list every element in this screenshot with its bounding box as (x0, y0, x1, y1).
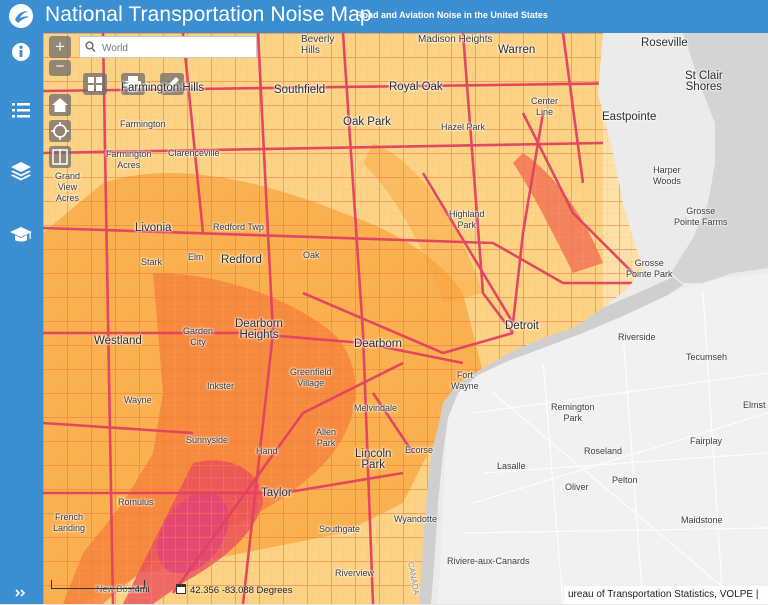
map-label: Madison Heights (418, 34, 493, 45)
basemap-gallery-icon[interactable] (83, 73, 107, 95)
map-label: Stark (141, 257, 163, 267)
search-box[interactable] (79, 36, 257, 58)
swipe-compare-icon[interactable] (49, 146, 71, 168)
map-label: Riverside (618, 332, 656, 342)
map-label: Elm (188, 252, 204, 262)
search-input[interactable] (100, 39, 254, 57)
map-label: Roseland (584, 446, 623, 456)
map-label: Westland (94, 335, 142, 347)
noise-map[interactable]: + − Beverly Hills Madison Heights Warren… (43, 33, 768, 604)
attribution: ureau of Transportation Statistics, VOLP… (564, 586, 768, 604)
app-title: National Transportation Noise Map (45, 3, 372, 26)
map-label: Oak Park (343, 116, 391, 128)
info-icon[interactable] (8, 39, 34, 65)
map-label: Hand (256, 446, 278, 456)
map-label: Roseville (641, 37, 688, 49)
map-label: Livonia (135, 222, 172, 234)
map-label: Grosse Pointe Farms (674, 206, 728, 227)
map-label: Pelton (612, 475, 638, 485)
print-icon[interactable] (121, 73, 145, 95)
map-label: Farmington (120, 119, 166, 129)
map-label: French Landing (53, 512, 86, 533)
map-label: Dearborn (354, 338, 402, 350)
map-label: Center Line (531, 96, 559, 117)
map-label: Fairplay (690, 436, 723, 446)
map-label: Sunnyside (186, 435, 229, 445)
scale-bar (51, 580, 145, 589)
map-label: Grosse Pointe Park (626, 258, 673, 279)
map-label: Riviere-aux-Canards (447, 556, 530, 566)
map-label: Clarenceville (168, 148, 220, 158)
map-label: Melvindale (354, 403, 398, 413)
map-label: Southfield (274, 84, 326, 96)
map-label: Ecorse (405, 445, 434, 455)
app-header: National Transportation Noise Map Road a… (0, 0, 768, 33)
zoom-in-button[interactable]: + (49, 36, 71, 58)
map-label: Highland Park (449, 209, 485, 230)
map-label: Redford (221, 254, 262, 266)
map-canvas (43, 33, 768, 604)
map-label: Maidstone (681, 515, 723, 525)
map-label: Romulus (118, 497, 154, 507)
map-label: Eastpointe (602, 111, 657, 123)
layers-icon[interactable] (8, 158, 34, 184)
legend-list-icon[interactable] (8, 97, 34, 123)
map-label: Detroit (505, 320, 539, 332)
map-label: Hazel Park (441, 122, 486, 132)
map-label: Farmington Hills (121, 82, 205, 94)
map-label: Wayne (124, 395, 152, 405)
map-label: Wyandotte (394, 514, 437, 524)
scale-label: 4mi (135, 584, 150, 594)
zoom-out-button[interactable]: − (49, 59, 71, 76)
map-label: Tecumseh (686, 352, 728, 362)
map-label: Inkster (207, 381, 235, 391)
map-label: Farmington Acres (106, 149, 152, 170)
map-label: New Boston (96, 584, 145, 594)
map-label: Warren (498, 44, 536, 56)
app-subtitle: Road and Aviation Noise in the United St… (356, 10, 548, 20)
map-label: Oak (303, 250, 320, 260)
map-label: Elmst (743, 400, 766, 410)
map-label: Remington Park (551, 402, 595, 423)
map-label: Southgate (319, 524, 361, 534)
locate-icon[interactable] (49, 120, 71, 142)
map-label: Lasalle (497, 461, 526, 471)
map-label: Redford Twp (213, 222, 264, 232)
map-label: Dearborn Heights (235, 318, 283, 341)
map-label: Lincoln Park (355, 448, 392, 471)
map-label: St Clair Shores (685, 70, 723, 93)
dot-logo-icon (9, 4, 33, 28)
map-label: Allen Park (316, 427, 337, 448)
draw-pencil-icon[interactable] (160, 73, 184, 95)
expand-chevrons-icon[interactable] (8, 586, 34, 600)
map-label: Fort Wayne (451, 370, 479, 391)
map-label: Riverview (335, 568, 375, 578)
education-cap-icon[interactable] (8, 221, 34, 247)
map-label: Garden City (183, 326, 214, 347)
home-icon[interactable] (49, 94, 71, 116)
map-label: Beverly Hills (301, 34, 335, 56)
map-label: Greenfield Village (290, 367, 332, 388)
coordinate-readout: 42.356 -83.088 Degrees (190, 585, 293, 596)
map-label: Royal Oak (389, 81, 443, 93)
sidebar (0, 33, 43, 604)
map-label: Oliver (565, 482, 589, 492)
map-label: Harper Woods (653, 165, 681, 186)
map-label: Taylor (261, 487, 292, 499)
map-label: Grand View Acres (55, 171, 81, 203)
